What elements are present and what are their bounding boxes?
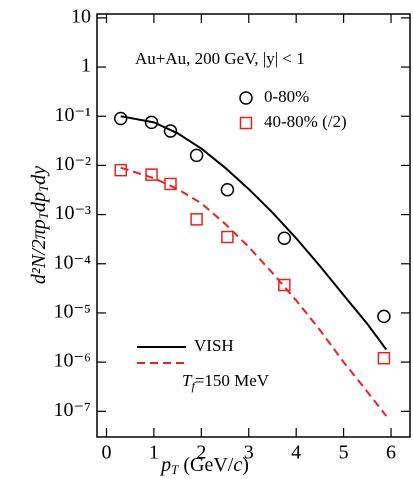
y-tick-label: 10⁻⁶ — [53, 350, 91, 372]
annotation: Au+Au, 200 GeV, |y| < 1 — [135, 49, 305, 68]
x-tick-label: 4 — [291, 442, 301, 464]
y-label-part: dy — [28, 166, 50, 185]
point — [221, 230, 234, 244]
legend-label: 0-80% — [264, 87, 309, 106]
y-label-part: T — [36, 211, 51, 219]
x-label-part: T — [171, 462, 179, 477]
legend-label: 40-80% (/2) — [264, 112, 347, 131]
x-label-part: (GeV/ — [178, 454, 233, 476]
x-tick-label: 2 — [196, 442, 206, 464]
y-label-part: d²N/2πp — [28, 219, 50, 284]
legend-marker — [239, 116, 253, 130]
y-tick-label: 10⁻¹ — [54, 104, 91, 126]
y-tick-label: 10⁻⁷ — [53, 399, 91, 421]
y-tick-label: 10⁻⁴ — [53, 251, 91, 273]
plot-frame — [96, 13, 411, 438]
point — [377, 309, 391, 324]
note: Tf=150 MeV — [182, 371, 270, 393]
note-part: =150 MeV — [195, 371, 270, 390]
curve — [120, 166, 388, 417]
y-tick-label: 10 — [71, 5, 91, 27]
point — [164, 177, 177, 191]
y-axis-label: d²N/2πpTdpTdy — [28, 166, 51, 284]
note-part: f — [191, 379, 196, 393]
y-tick-label: 10⁻² — [54, 153, 91, 175]
legend-marker — [239, 91, 253, 105]
y-tick-label: 10⁻⁵ — [53, 301, 91, 323]
curve — [120, 115, 388, 351]
point — [113, 111, 128, 126]
point — [144, 115, 159, 130]
x-axis-label: pT (GeV/c) — [159, 454, 249, 477]
note-part: T — [182, 371, 193, 390]
point — [114, 163, 127, 177]
y-tick-label: 10⁻³ — [54, 202, 91, 224]
x-tick-label: 3 — [244, 442, 254, 464]
point — [190, 213, 203, 226]
point — [220, 183, 235, 197]
x-label-part: c — [233, 454, 242, 476]
x-tick-label: 6 — [386, 442, 396, 464]
x-label-part: ) — [242, 454, 249, 476]
x-tick-label: 5 — [339, 442, 349, 464]
y-label-part: dp — [28, 192, 50, 212]
point — [278, 278, 291, 292]
point — [377, 351, 391, 365]
legend-label: VISH — [194, 336, 234, 355]
y-tick-label: 1 — [81, 55, 91, 77]
y-label-part: T — [36, 184, 51, 192]
x-tick-label: 0 — [101, 442, 111, 464]
x-label-part: p — [159, 454, 171, 476]
point — [145, 168, 158, 181]
point — [189, 148, 204, 163]
point — [277, 231, 292, 246]
point — [163, 124, 178, 138]
x-tick-label: 1 — [149, 442, 159, 464]
